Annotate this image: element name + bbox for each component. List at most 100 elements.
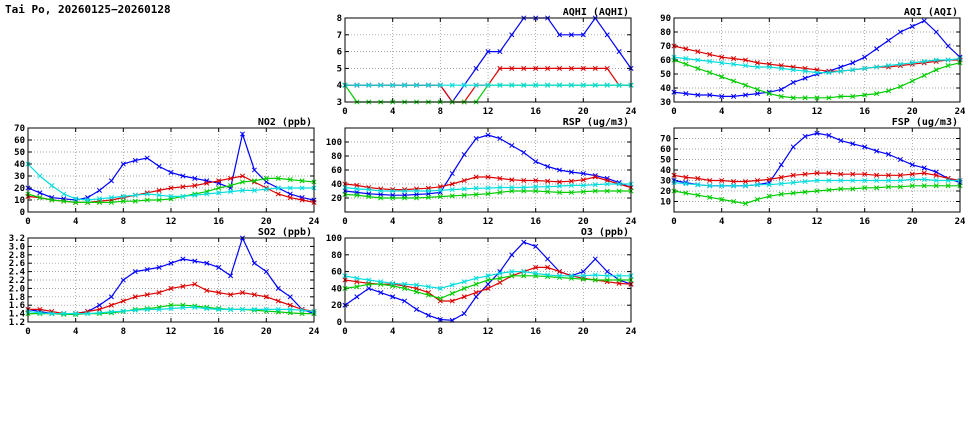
svg-text:8: 8: [438, 107, 443, 117]
svg-text:16: 16: [530, 107, 541, 117]
svg-text:24: 24: [955, 217, 966, 227]
svg-text:4: 4: [337, 81, 343, 91]
svg-text:2.2: 2.2: [9, 276, 25, 286]
svg-text:7: 7: [337, 31, 342, 41]
chart-o3: 0 20 40 60 80 100 0 4 8 12 16 20 24 O3 (ppb): [317, 226, 639, 340]
svg-text:3: 3: [337, 98, 342, 108]
svg-text:60: 60: [14, 136, 25, 146]
svg-text:100: 100: [326, 138, 342, 148]
o3-plot-canvas: 0 20 40 60 80 100 0 4 8 12 16 20 24 O3 (ppb): [326, 227, 637, 337]
svg-text:0: 0: [337, 318, 342, 328]
svg-text:90: 90: [660, 14, 671, 24]
svg-text:12: 12: [812, 217, 823, 227]
svg-text:20: 20: [578, 107, 589, 117]
svg-text:12: 12: [166, 327, 177, 337]
svg-text:80: 80: [660, 28, 671, 38]
svg-text:20: 20: [261, 327, 272, 337]
svg-text:16: 16: [530, 327, 541, 337]
svg-text:60: 60: [331, 268, 342, 278]
svg-text:20: 20: [331, 301, 342, 311]
svg-text:24: 24: [626, 327, 637, 337]
svg-text:4: 4: [73, 327, 79, 337]
svg-text:2.4: 2.4: [9, 268, 26, 278]
chart-rsp: 20 40 60 80 100 0 4 8 12 16 20 24 RSP (ug/m3): [317, 116, 639, 230]
svg-text:8: 8: [121, 217, 126, 227]
svg-text:24: 24: [955, 107, 966, 117]
so2-plot-canvas: 1.21.41.61.82.02.22.42.62.83.03.2 0 4 8 12 16…: [9, 227, 320, 337]
chart-fsp: 10 20 30 40 50 60 70 0 4 8 12 16 20 24 FSP (ug/m3): [646, 116, 968, 230]
svg-text:20: 20: [14, 184, 25, 194]
svg-text:8: 8: [121, 327, 126, 337]
svg-text:16: 16: [530, 217, 541, 227]
svg-text:0: 0: [25, 217, 30, 227]
svg-text:0: 0: [342, 107, 347, 117]
svg-text:50: 50: [660, 156, 671, 166]
svg-text:0: 0: [671, 217, 676, 227]
svg-text:0: 0: [342, 327, 347, 337]
svg-text:3.0: 3.0: [9, 242, 25, 252]
svg-text:8: 8: [438, 217, 443, 227]
svg-text:16: 16: [859, 107, 870, 117]
svg-text:12: 12: [483, 217, 494, 227]
svg-text:10: 10: [660, 198, 671, 208]
svg-text:FSP (ug/m3): FSP (ug/m3): [892, 117, 958, 128]
svg-text:50: 50: [14, 148, 25, 158]
svg-text:12: 12: [812, 107, 823, 117]
aqi-plot-canvas: 30 40 50 60 70 80 90 0 4 8 12 16 20 24 AQI (AQI): [660, 7, 966, 117]
svg-text:70: 70: [14, 124, 25, 134]
svg-text:16: 16: [213, 217, 224, 227]
svg-text:4: 4: [719, 107, 725, 117]
svg-text:80: 80: [331, 251, 342, 261]
svg-text:SO2 (ppb): SO2 (ppb): [258, 227, 312, 238]
svg-text:60: 60: [660, 56, 671, 66]
svg-text:20: 20: [907, 107, 918, 117]
svg-text:1.6: 1.6: [9, 301, 25, 311]
svg-text:40: 40: [14, 160, 25, 170]
svg-text:40: 40: [660, 166, 671, 176]
svg-text:5: 5: [337, 64, 342, 74]
svg-text:8: 8: [767, 217, 772, 227]
svg-text:2.8: 2.8: [9, 251, 25, 261]
svg-text:1.2: 1.2: [9, 318, 25, 328]
chart-aqhi: 3 4 5 6 7 8 0 4 8 12 16 20 24 AQHI (AQHI): [317, 6, 639, 120]
svg-text:0: 0: [671, 107, 676, 117]
svg-text:8: 8: [767, 107, 772, 117]
svg-text:AQHI (AQHI): AQHI (AQHI): [563, 7, 629, 18]
no2-plot-canvas: 0 10 20 30 40 50 60 70 0 4 8 12 16 20 24 NO2 (ppb): [14, 117, 320, 227]
svg-text:24: 24: [626, 217, 637, 227]
svg-text:40: 40: [331, 180, 342, 190]
chart-so2: 1.2 1.4 1.6 1.8 2.0 2.2 2.4 2.6 2.8 3.0 3.2 0 4 8 12 16…: [0, 226, 322, 340]
svg-text:2.0: 2.0: [9, 284, 25, 294]
svg-text:20: 20: [578, 327, 589, 337]
svg-text:12: 12: [483, 107, 494, 117]
svg-text:0: 0: [342, 217, 347, 227]
svg-text:3.2: 3.2: [9, 234, 25, 244]
svg-text:1.8: 1.8: [9, 293, 25, 303]
svg-text:8: 8: [438, 327, 443, 337]
rsp-plot-canvas: 20 40 60 80 100 0 4 8 12 16 20 24 RSP (ug/m3): [326, 117, 637, 227]
svg-text:4: 4: [73, 217, 79, 227]
svg-text:70: 70: [660, 42, 671, 52]
svg-text:16: 16: [213, 327, 224, 337]
svg-text:AQI (AQI): AQI (AQI): [904, 7, 958, 18]
svg-text:16: 16: [859, 217, 870, 227]
svg-text:12: 12: [483, 327, 494, 337]
svg-text:24: 24: [626, 107, 637, 117]
chart-aqi: 30 40 50 60 70 80 90 0 4 8 12 16 20 24 AQI (AQI): [646, 6, 968, 120]
svg-text:RSP (ug/m3): RSP (ug/m3): [563, 117, 629, 128]
svg-text:20: 20: [578, 217, 589, 227]
svg-text:2.6: 2.6: [9, 259, 25, 269]
chart-no2: 0 10 20 30 40 50 60 70 0 4 8 12 16 20 24 NO2 (ppb): [0, 116, 322, 230]
svg-text:20: 20: [331, 194, 342, 204]
svg-text:O3 (ppb): O3 (ppb): [581, 227, 629, 238]
svg-text:12: 12: [166, 217, 177, 227]
svg-text:60: 60: [660, 145, 671, 155]
svg-text:8: 8: [337, 14, 342, 24]
aqhi-plot-canvas: 3 4 5 6 7 8 0 4 8 12 16 20 24 AQHI (AQHI): [337, 7, 637, 117]
svg-text:40: 40: [331, 284, 342, 294]
page-title: Tai Po, 20260125−20260128: [5, 3, 171, 16]
svg-text:1.4: 1.4: [9, 310, 26, 320]
svg-text:4: 4: [390, 107, 396, 117]
svg-text:10: 10: [14, 196, 25, 206]
